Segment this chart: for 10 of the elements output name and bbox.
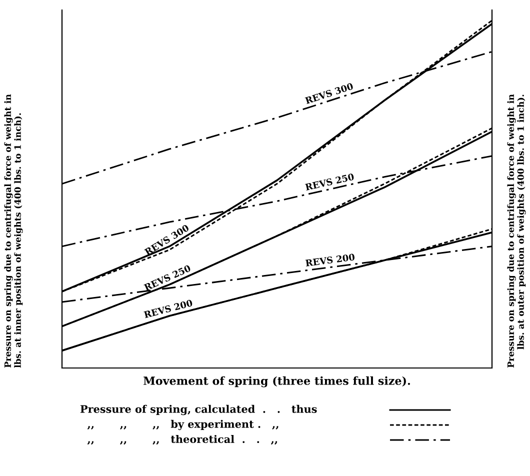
y-axis-title: Pressure on spring due to centrifugal force of weight in lbs. at inner position of weights (400 lbs. to 1 inch). xyxy=(4,94,23,368)
text: REVS 250 xyxy=(304,173,354,191)
text: REVS 300 xyxy=(304,82,354,104)
text: ,, ,, ,, theoretical . . ,, xyxy=(87,434,278,445)
x-axis-title: Movement of spring (three times full size). xyxy=(144,376,410,388)
text: ,, ,, ,, by experiment . ,, xyxy=(87,420,278,430)
text: REVS 200 xyxy=(144,299,193,318)
y2-axis-title: Pressure on spring due to centrifugal force of weight in lbs. at outer position of weights (400 lbs. to 1 inch). xyxy=(507,94,526,368)
text: Pressure of spring, calculated . . thus xyxy=(80,404,317,416)
text: REVS 200 xyxy=(305,253,355,267)
